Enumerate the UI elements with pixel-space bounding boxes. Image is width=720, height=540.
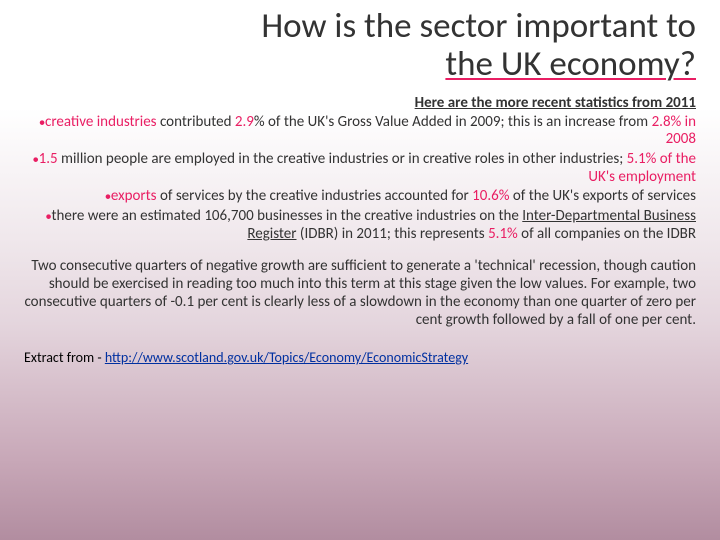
slide: How is the sector important to the UK ec… (0, 0, 720, 540)
b4-text-a: there were an estimated 106,700 business… (52, 207, 523, 225)
b1-highlight-f: 2.8% in 2008 (652, 113, 696, 149)
extract-link[interactable]: http://www.scotland.gov.uk/Topics/Econom… (105, 349, 468, 366)
intro-line: Here are the more recent statistics from… (24, 94, 696, 112)
extract-prefix: Extract from - (24, 349, 105, 366)
bullet-4: ●there were an estimated 106,700 busines… (24, 208, 696, 243)
b2-text-b: million people are employed in the creat… (58, 150, 627, 168)
title-line-2: the UK economy? (445, 43, 696, 85)
b4-text-d: of all companies on the IDBR (518, 225, 696, 243)
extract-line: Extract from - http://www.scotland.gov.u… (24, 349, 696, 366)
b1-highlight-a: creative industries (45, 113, 157, 131)
slide-title: How is the sector important to the UK ec… (24, 8, 696, 84)
bullet-2: ●1.5 million people are employed in the … (24, 151, 696, 186)
b4-text-b: (IDBR) in 2011; this represents (297, 225, 489, 243)
b4-highlight-c: 5.1% (488, 225, 518, 243)
bullet-3: ●exports of services by the creative ind… (24, 188, 696, 206)
title-line-1: How is the sector important to (261, 5, 696, 47)
b2-highlight-a: 1.5 (39, 150, 58, 168)
b3-highlight-a: exports (111, 187, 157, 205)
b3-text-b: of services by the creative industries a… (157, 187, 473, 205)
b3-text-d: of the UK's exports of services (509, 187, 696, 205)
b1-text-b: contributed (157, 113, 235, 131)
b1-text-e: of the UK's Gross Value Added in 2009; t… (265, 113, 652, 131)
body-paragraph: Two consecutive quarters of negative gro… (24, 257, 696, 329)
bullet-1: ●creative industries contributed 2.9% of… (24, 114, 696, 149)
b1-highlight-c: 2.9 (235, 113, 254, 131)
b1-text-d: % (254, 113, 265, 131)
b3-highlight-c: 10.6% (472, 187, 509, 205)
